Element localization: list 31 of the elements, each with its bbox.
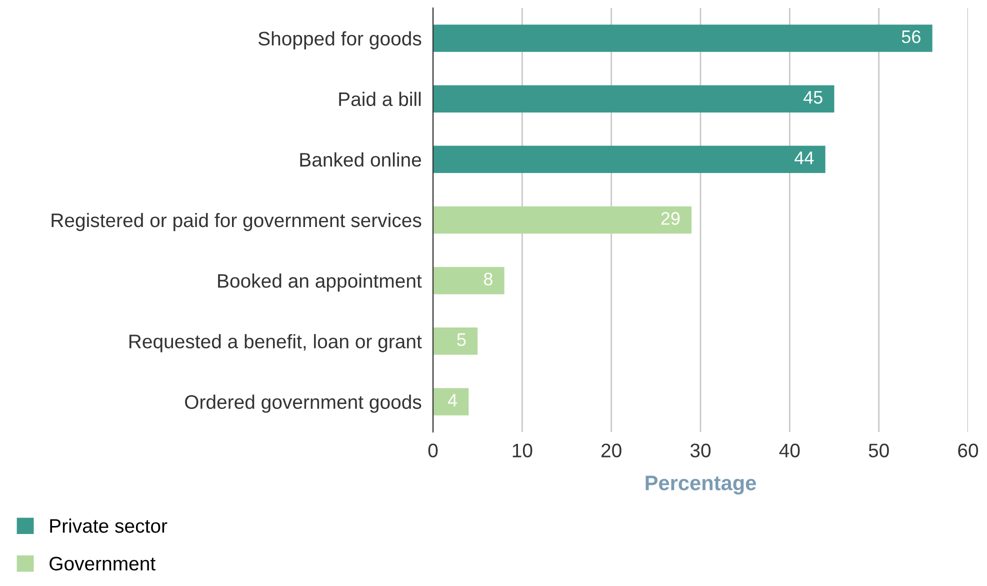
y-tick-label: Banked online <box>300 152 422 167</box>
data-label: 8 <box>484 272 492 286</box>
y-tick-label: Registered or paid for government services <box>52 212 422 232</box>
bar <box>433 206 692 234</box>
bar <box>433 146 826 174</box>
x-tick-label: 0 <box>428 444 438 458</box>
x-tick-label: 60 <box>958 444 978 458</box>
bar <box>433 266 504 294</box>
data-label: 4 <box>448 394 458 406</box>
data-label: 44 <box>794 152 814 164</box>
data-label: 45 <box>803 91 822 104</box>
y-tick-label: Requested a benefit, loan or grant <box>129 334 422 352</box>
bar <box>433 24 932 52</box>
y-tick-label: Paid a bill <box>339 92 421 106</box>
x-tick-label: 20 <box>602 444 622 458</box>
y-tick-label: Ordered government goods <box>185 394 422 413</box>
x-tick-label: 50 <box>868 444 889 458</box>
bar <box>433 388 469 416</box>
x-tick-label: 40 <box>779 444 800 458</box>
legend-label: Government <box>50 556 156 571</box>
x-tick-label: 10 <box>512 444 532 458</box>
data-label: 5 <box>457 333 466 346</box>
y-tick-label: Shopped for goods <box>258 31 422 50</box>
x-axis-title: Percentage <box>646 476 756 495</box>
data-label: 56 <box>902 30 920 44</box>
y-tick-label: Booked an appointment <box>218 274 422 292</box>
legend-label: Private sector <box>50 518 168 533</box>
bar <box>433 85 834 112</box>
x-tick-label: 30 <box>690 444 711 458</box>
bar <box>433 328 478 355</box>
data-label: 29 <box>661 212 680 225</box>
